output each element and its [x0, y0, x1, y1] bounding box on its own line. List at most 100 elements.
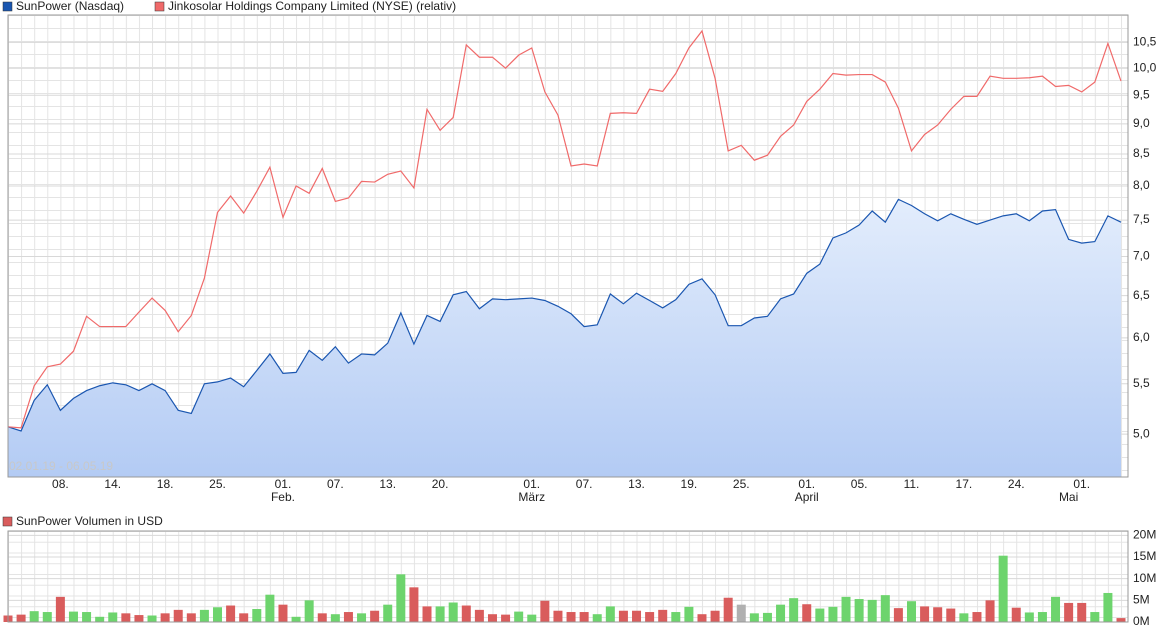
bar	[134, 615, 144, 622]
bar	[867, 599, 877, 622]
bar	[330, 614, 340, 622]
bar	[605, 606, 615, 622]
x-tick-label: 01.	[798, 477, 815, 491]
bar	[1037, 612, 1047, 622]
x-tick-label: 01.	[1073, 477, 1090, 491]
bar	[632, 610, 642, 622]
bar	[435, 606, 445, 622]
legend-swatch	[2, 516, 13, 527]
x-tick-label: 24.	[1008, 477, 1025, 491]
area	[8, 199, 1121, 478]
bar	[828, 606, 838, 622]
y-tick-label: 9,0	[1133, 116, 1150, 130]
bar	[933, 607, 943, 622]
bar	[213, 607, 223, 622]
bar	[972, 612, 982, 622]
bar	[684, 606, 694, 622]
x-tick-label: 07.	[327, 477, 344, 491]
bar	[1116, 618, 1126, 622]
x-tick-label: 01.	[523, 477, 540, 491]
bar	[186, 613, 196, 622]
x-tick-label: 13.	[628, 477, 645, 491]
y-tick-label: 0M	[1133, 614, 1150, 628]
y-tick-label: 7,5	[1133, 212, 1150, 226]
x-tick-label: 13.	[379, 477, 396, 491]
bar	[514, 611, 524, 622]
bar	[749, 613, 759, 622]
x-tick-label: 18.	[157, 477, 174, 491]
bar	[841, 596, 851, 622]
bar	[985, 600, 995, 622]
axis	[7, 14, 1129, 478]
bar	[422, 606, 432, 622]
x-tick-label: 07.	[576, 477, 593, 491]
bar	[383, 604, 393, 622]
bar	[579, 612, 589, 622]
y-tick-label: 10M	[1133, 571, 1156, 585]
bar	[540, 600, 550, 622]
x-tick-label: 19.	[681, 477, 698, 491]
axis	[7, 530, 1129, 623]
bar	[409, 587, 419, 622]
bar	[343, 612, 353, 622]
y-tick-label: 5,0	[1133, 426, 1150, 440]
y-tick-label: 20M	[1133, 528, 1156, 542]
bar	[239, 613, 249, 622]
bar	[448, 602, 458, 622]
bar	[645, 612, 655, 622]
bar	[108, 612, 118, 622]
bar	[291, 616, 301, 622]
y-tick-label: 15M	[1133, 549, 1156, 563]
bar	[697, 614, 707, 622]
bar	[160, 613, 170, 622]
date-range: 02.01.19 - 06.05.19	[9, 459, 113, 473]
bar	[501, 614, 511, 622]
plot-layer: 5,0 5,5 6,0 6,5 7,0 7,5 8,0 8,5 9,0 9,5 10,0 10,5 08…	[3, 14, 1157, 628]
x-group-label: März	[518, 490, 545, 504]
y-tick-label: 8,0	[1133, 178, 1150, 192]
bar	[671, 612, 681, 622]
bar	[55, 596, 65, 622]
bar	[29, 611, 39, 622]
y-tick-label: 10,5	[1133, 35, 1157, 49]
x-tick-label: 25.	[733, 477, 750, 491]
bar	[396, 574, 406, 622]
bar	[1011, 607, 1021, 622]
bar	[946, 608, 956, 622]
bar	[789, 598, 799, 622]
bar	[854, 599, 864, 622]
x-tick-label: 08.	[52, 477, 69, 491]
bar	[998, 555, 1008, 622]
bar	[1077, 602, 1087, 622]
x-group-label: April	[795, 490, 819, 504]
bar	[893, 608, 903, 622]
bar	[68, 611, 78, 622]
bar	[317, 613, 327, 622]
bar	[16, 614, 26, 622]
y-tick-label: 7,0	[1133, 249, 1150, 263]
bar	[278, 604, 288, 622]
bar	[618, 610, 628, 622]
bar	[474, 609, 484, 622]
bar	[592, 614, 602, 622]
bar	[147, 615, 157, 622]
x-tick-label: 17.	[956, 477, 973, 491]
legend-swatch	[154, 1, 165, 12]
bar	[82, 612, 92, 622]
legend-label: Jinkosolar Holdings Company Limited (NYS…	[168, 0, 456, 13]
x-tick-label: 25.	[209, 477, 226, 491]
bar	[658, 609, 668, 622]
bar	[1051, 596, 1061, 622]
bar	[802, 604, 812, 622]
bar	[880, 595, 890, 622]
bar	[566, 612, 576, 622]
bar	[1103, 592, 1113, 622]
bar	[265, 594, 275, 622]
bar	[304, 600, 314, 622]
bar	[736, 604, 746, 622]
bar	[252, 609, 262, 622]
y-tick-label: 6,5	[1133, 288, 1150, 302]
legend-label: SunPower Volumen in USD	[16, 514, 163, 528]
bar	[95, 616, 105, 622]
bar	[920, 606, 930, 622]
